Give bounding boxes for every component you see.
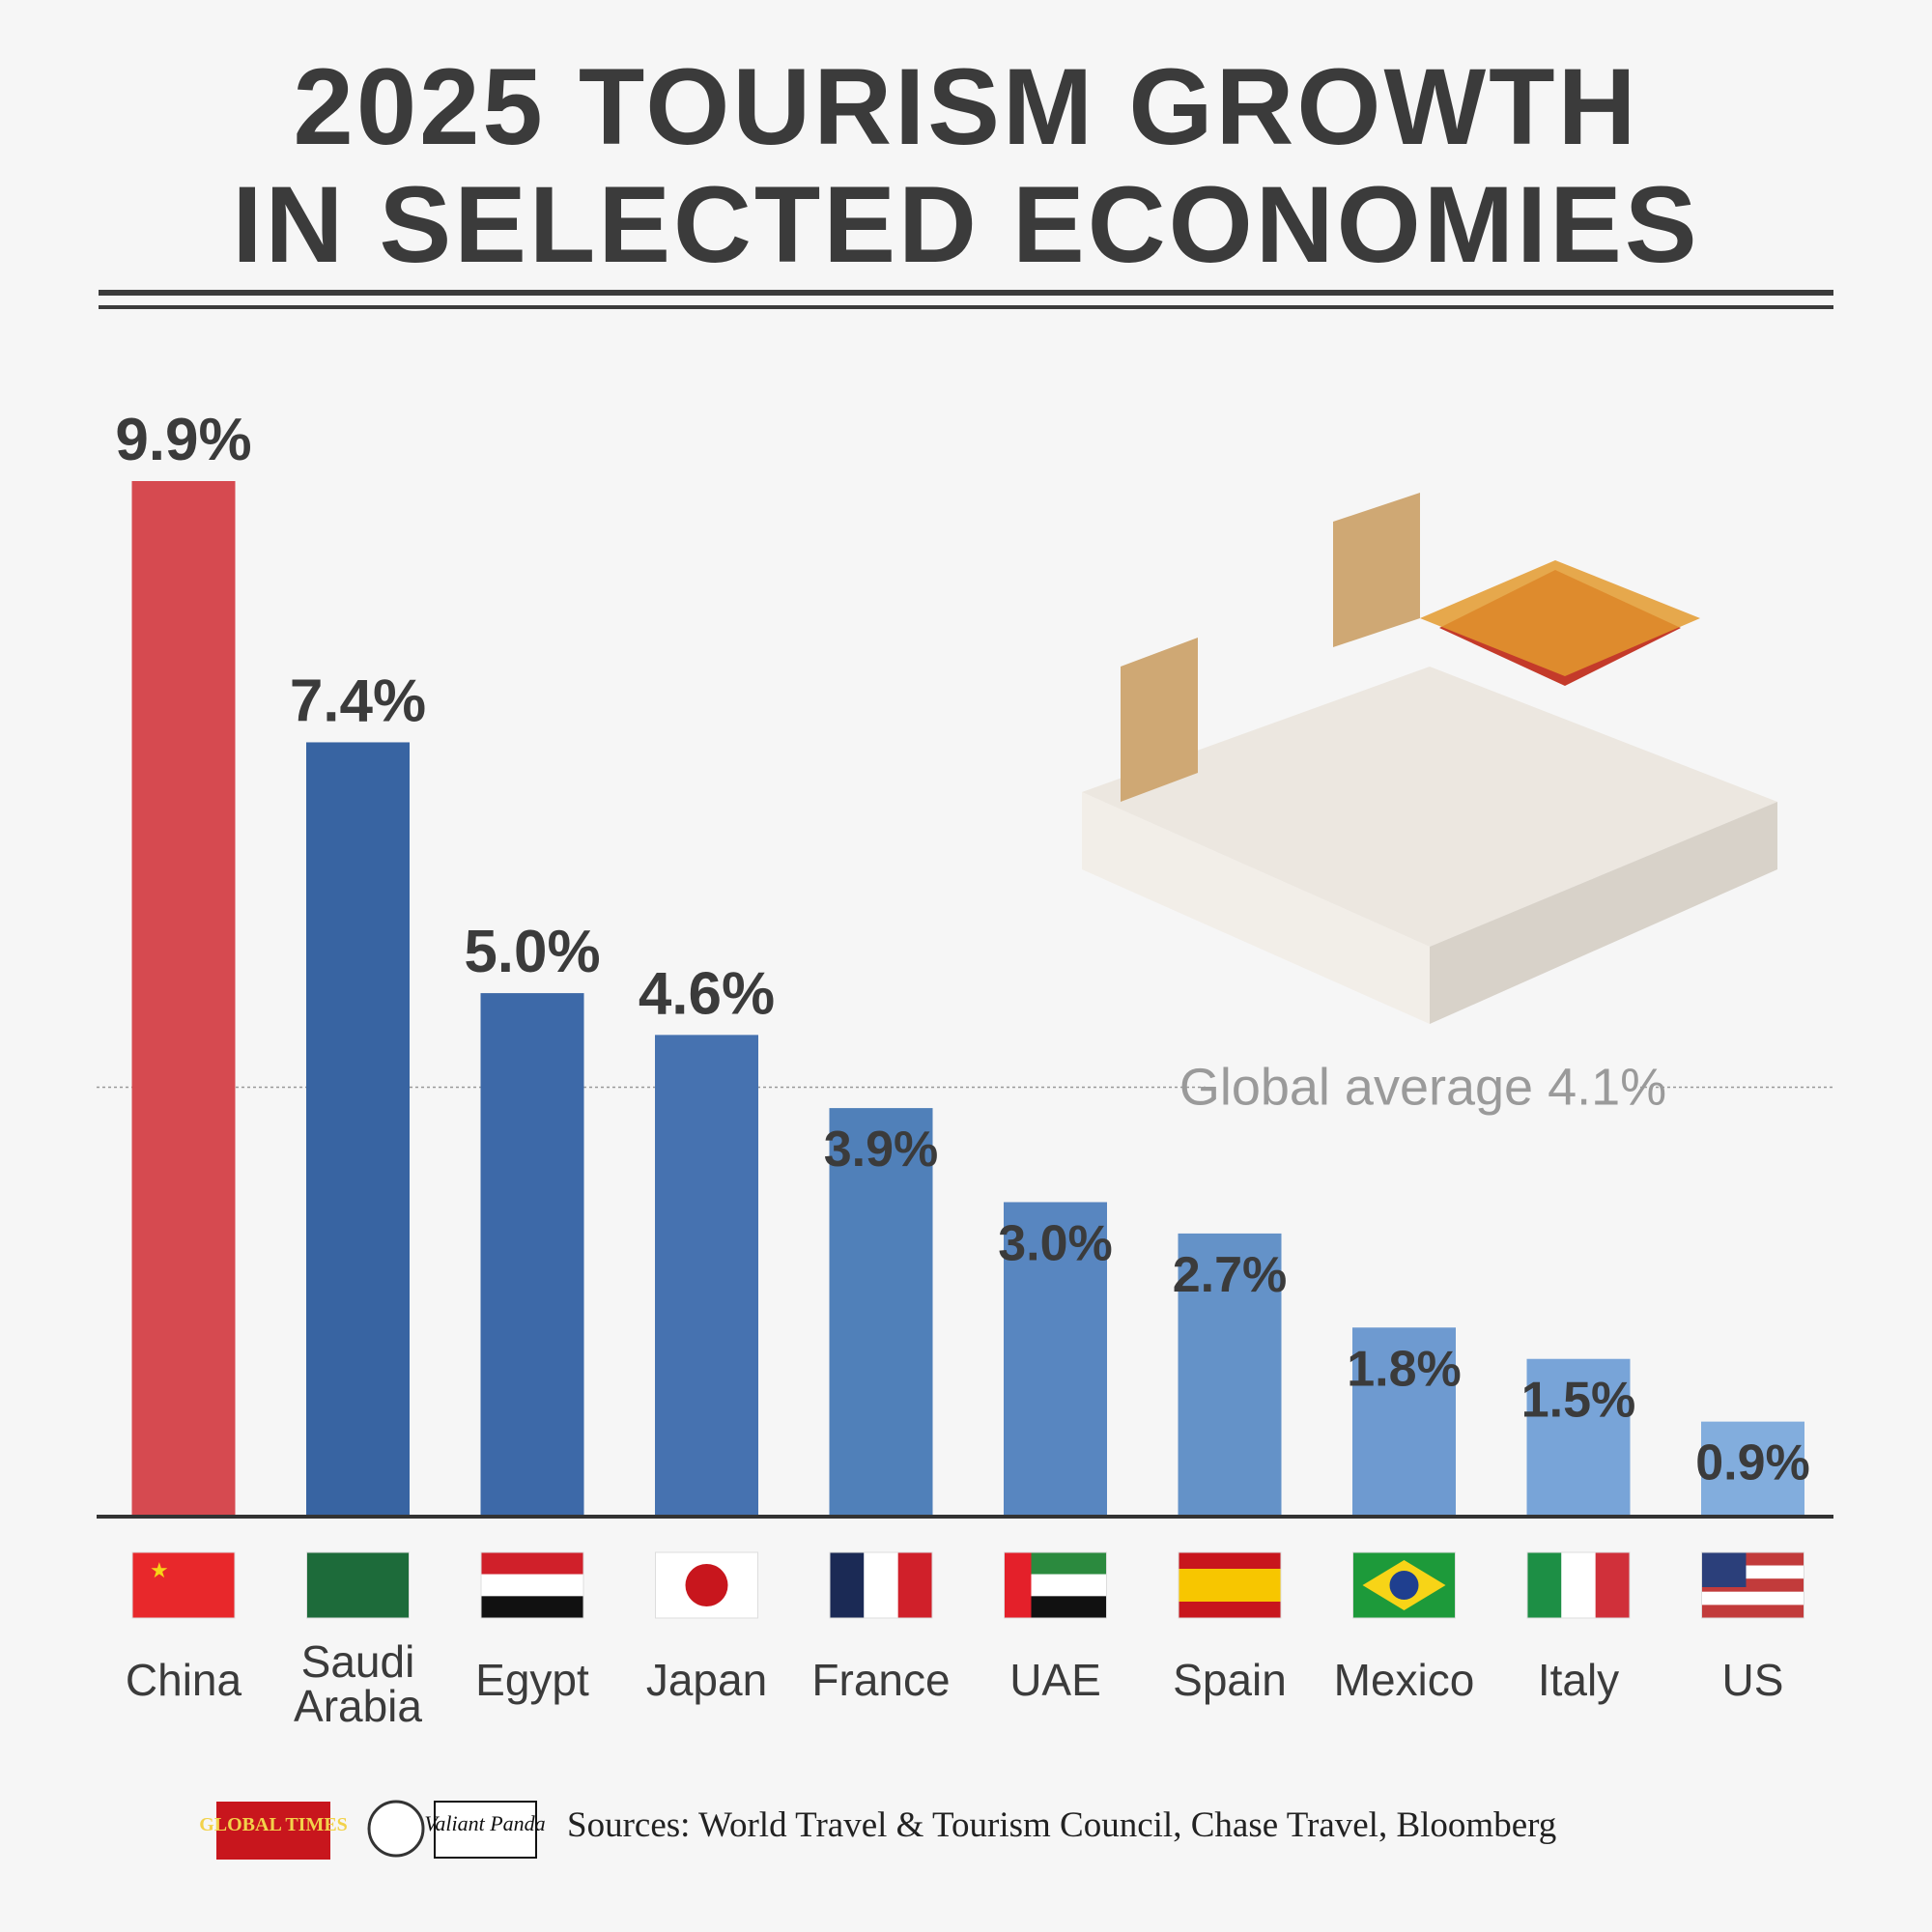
x-tick-label: US bbox=[1721, 1655, 1784, 1705]
flag-part bbox=[1701, 1591, 1804, 1605]
value-label: 7.4% bbox=[290, 668, 426, 734]
value-label: 3.9% bbox=[824, 1122, 939, 1178]
bar bbox=[1352, 1327, 1456, 1516]
flag-part bbox=[1179, 1569, 1281, 1602]
x-tick-label: Japan bbox=[645, 1655, 768, 1705]
flag-part bbox=[1527, 1552, 1562, 1618]
bar bbox=[655, 1035, 758, 1516]
flag-border bbox=[1004, 1551, 1107, 1619]
flag-border bbox=[1526, 1551, 1631, 1619]
value-label: 9.9% bbox=[115, 407, 251, 473]
logo-box bbox=[216, 1802, 330, 1860]
flag-part bbox=[1389, 1571, 1419, 1600]
source: Sources: World Travel & Tourism Council,… bbox=[567, 1805, 1557, 1845]
x-tick-label: Egypt bbox=[475, 1655, 589, 1705]
x-tick-label: UAE bbox=[1009, 1655, 1101, 1705]
x-tick-label: Spain bbox=[1173, 1655, 1287, 1705]
flag-border bbox=[829, 1551, 933, 1619]
chart-title: 2025 TOURISM GROWTH IN SELECTED ECONOMIE… bbox=[232, 46, 1700, 285]
bar bbox=[1526, 1358, 1631, 1516]
flag-border bbox=[480, 1551, 584, 1619]
flag-border bbox=[1701, 1551, 1804, 1619]
bar bbox=[1701, 1421, 1804, 1516]
value-label: 4.6% bbox=[639, 960, 775, 1027]
value-label: 2.7% bbox=[1173, 1247, 1288, 1303]
flag-part bbox=[1004, 1552, 1032, 1618]
x-tick-label: France bbox=[811, 1655, 951, 1705]
flag-part bbox=[132, 1552, 235, 1618]
value-label: 1.8% bbox=[1347, 1341, 1462, 1397]
value-label: 1.5% bbox=[1521, 1373, 1636, 1429]
x-tick-label: China bbox=[125, 1655, 242, 1705]
title-rule bbox=[99, 305, 1833, 309]
x-tick-label: Mexico bbox=[1333, 1655, 1475, 1705]
flag-part bbox=[1179, 1602, 1281, 1618]
reference-label-bg bbox=[1206, 1054, 1640, 1121]
flag-border bbox=[1352, 1551, 1456, 1619]
flag-part bbox=[1595, 1552, 1630, 1618]
reference-label: Global average 4.1% bbox=[1179, 1058, 1666, 1116]
flag-part bbox=[481, 1574, 583, 1597]
x-tick-label: Italy bbox=[1537, 1655, 1620, 1705]
flag-part bbox=[864, 1552, 898, 1618]
bar bbox=[829, 1108, 933, 1516]
bar bbox=[480, 993, 584, 1516]
flag-part bbox=[1561, 1552, 1596, 1618]
logo-text: Valiant Panda bbox=[424, 1811, 545, 1835]
flag-part bbox=[897, 1552, 932, 1618]
logo-box bbox=[434, 1801, 537, 1859]
bar bbox=[131, 481, 236, 1516]
flag-part: ★ bbox=[150, 1558, 169, 1582]
flag-border bbox=[655, 1551, 758, 1619]
illustration bbox=[1082, 493, 1777, 1024]
bar bbox=[1004, 1202, 1107, 1516]
logo-text: GLOBAL TIMES bbox=[199, 1814, 348, 1835]
flag-part bbox=[481, 1596, 583, 1618]
flag-part bbox=[1179, 1552, 1281, 1569]
logo-panda bbox=[367, 1800, 425, 1858]
flag-border bbox=[1178, 1551, 1282, 1619]
flag-border bbox=[306, 1551, 410, 1619]
bar bbox=[1178, 1233, 1282, 1516]
flag-part bbox=[1701, 1605, 1804, 1618]
flag-part bbox=[830, 1552, 865, 1618]
bar bbox=[306, 742, 410, 1516]
value-label: 3.0% bbox=[998, 1215, 1113, 1271]
flag-part bbox=[1701, 1552, 1747, 1587]
title-rule bbox=[99, 290, 1833, 296]
flag-part bbox=[481, 1552, 583, 1575]
flag-part bbox=[306, 1552, 410, 1618]
flag-border bbox=[131, 1551, 236, 1619]
value-label: 0.9% bbox=[1695, 1435, 1810, 1492]
flag-part bbox=[685, 1564, 728, 1606]
x-tick-label: Saudi Arabia bbox=[294, 1636, 422, 1731]
value-label: 5.0% bbox=[464, 919, 600, 985]
